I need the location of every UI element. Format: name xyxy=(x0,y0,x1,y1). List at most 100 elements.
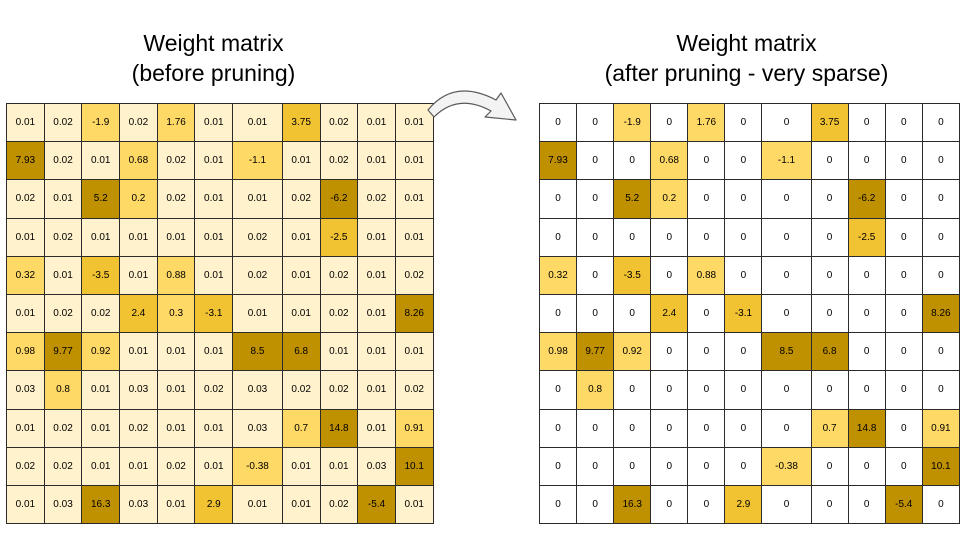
matrix-cell: 0.03 xyxy=(43,484,83,525)
matrix-cell: 0 xyxy=(724,408,763,448)
matrix-cell: 0 xyxy=(576,255,615,295)
matrix-cell: 0 xyxy=(810,217,849,257)
matrix-cell: 0 xyxy=(576,217,615,257)
matrix-cell: 0.01 xyxy=(119,255,158,295)
matrix-cell: 0 xyxy=(650,332,689,372)
matrix-cell: 0.01 xyxy=(81,446,121,486)
matrix-cell: 0 xyxy=(884,408,923,448)
matrix-cell: 0.02 xyxy=(43,141,83,181)
matrix-cell: 0.88 xyxy=(156,255,196,295)
matrix-cell: 0 xyxy=(538,370,578,410)
matrix-cell: 0.01 xyxy=(357,141,396,181)
matrix-cell: 0.02 xyxy=(319,141,359,181)
matrix-cell: 2.4 xyxy=(119,293,158,334)
matrix-cell: -1.9 xyxy=(81,102,121,143)
left-title-line1: Weight matrix xyxy=(143,30,284,56)
matrix-cell: 0 xyxy=(576,102,615,143)
matrix-cell: 0.2 xyxy=(119,179,158,219)
matrix-cell: 0 xyxy=(724,370,763,410)
matrix-cell: 16.3 xyxy=(81,484,121,525)
matrix-cell: 0.01 xyxy=(194,179,234,219)
matrix-row: 0.02 0.02 0.01 0.01 0.02 0.01 -0.38 0.01 0.01 0.0… xyxy=(6,446,434,486)
matrix-cell: 0 xyxy=(687,293,726,334)
matrix-cell: 7.93 xyxy=(538,141,578,181)
matrix-cell: 0 xyxy=(761,217,812,257)
left-title-line2: (before pruning) xyxy=(131,60,296,86)
matrix-cell: 0 xyxy=(810,179,849,219)
matrix-row: 0.32 0.01 -3.5 0.01 0.88 0.01 0.02 0.01 0.02 0.01… xyxy=(6,255,434,295)
matrix-cell: 0 xyxy=(761,293,812,334)
matrix-cell: 0 xyxy=(847,102,886,143)
matrix-cell: 0.01 xyxy=(357,370,396,410)
matrix-cell: 0 xyxy=(576,446,615,486)
matrix-cell: 6.8 xyxy=(281,332,321,372)
curved-arrow-icon xyxy=(427,90,517,121)
matrix-cell: 0 xyxy=(576,179,615,219)
matrix-cell: 0 xyxy=(650,484,689,525)
matrix-cell: 0 xyxy=(884,370,923,410)
matrix-cell: 0.02 xyxy=(319,370,359,410)
matrix-cell: 1.76 xyxy=(687,102,726,143)
matrix-cell: 0 xyxy=(761,255,812,295)
matrix-cell: 0.01 xyxy=(319,446,359,486)
matrix-cell: 0 xyxy=(613,370,652,410)
matrix-cell: 0 xyxy=(613,217,652,257)
matrix-cell: 6.8 xyxy=(810,332,849,372)
matrix-cell: 0.01 xyxy=(81,217,121,257)
matrix-cell: 0.02 xyxy=(394,370,434,410)
matrix-cell: 0.03 xyxy=(119,484,158,525)
matrix-cell: 0.8 xyxy=(43,370,83,410)
matrix-cell: 0 xyxy=(884,141,923,181)
matrix-cell: 0.02 xyxy=(119,408,158,448)
matrix-cell: 0 xyxy=(810,370,849,410)
matrix-cell: 0 xyxy=(847,141,886,181)
matrix-cell: 0 xyxy=(576,484,615,525)
matrix-cell: 0.01 xyxy=(357,217,396,257)
matrix-cell: 0.01 xyxy=(81,408,121,448)
matrix-cell: -1.1 xyxy=(761,141,812,181)
matrix-cell: 0.02 xyxy=(81,293,121,334)
matrix-cell: -3.1 xyxy=(194,293,234,334)
matrix-cell: 0.02 xyxy=(281,179,321,219)
matrix-cell: 0.01 xyxy=(232,293,283,334)
matrix-cell: 0 xyxy=(761,408,812,448)
matrix-cell: 8.5 xyxy=(232,332,283,372)
matrix-cell: 0.02 xyxy=(319,255,359,295)
matrix-cell: 0 xyxy=(884,217,923,257)
matrix-cell: 0 xyxy=(724,141,763,181)
matrix-cell: 14.8 xyxy=(319,408,359,448)
matrix-cell: 0 xyxy=(650,408,689,448)
matrix-cell: -5.4 xyxy=(357,484,396,525)
matrix-cell: 0.02 xyxy=(156,179,196,219)
matrix-cell: 0.02 xyxy=(319,484,359,525)
matrix-cell: 0 xyxy=(650,102,689,143)
matrix-cell: 0.01 xyxy=(232,102,283,143)
matrix-row: 0.01 0.02 0.02 2.4 0.3 -3.1 0.01 0.01 0.02 0.01 8.… xyxy=(6,293,434,334)
matrix-cell: 0 xyxy=(847,446,886,486)
matrix-cell: 0 xyxy=(687,484,726,525)
matrix-cell: 0 xyxy=(687,408,726,448)
matrix-cell: 0.01 xyxy=(357,102,396,143)
matrix-cell: 0.02 xyxy=(6,179,45,219)
matrix-cell: 0.02 xyxy=(6,446,45,486)
matrix-cell: 0 xyxy=(538,484,578,525)
matrix-row: 0.98 9.77 0.92 0.01 0.01 0.01 8.5 6.8 0.01 0.01 0.… xyxy=(6,332,434,372)
matrix-cell: 9.77 xyxy=(576,332,615,372)
matrix-cell: 8.26 xyxy=(921,293,960,334)
matrix-cell: 0 xyxy=(724,102,763,143)
matrix-cell: 0.01 xyxy=(357,255,396,295)
matrix-cell: 0.7 xyxy=(810,408,849,448)
matrix-row: 0.32 0 -3.5 0 0.88 0 0 0 0 0 0 xyxy=(538,255,960,295)
matrix-cell: 0 xyxy=(576,408,615,448)
matrix-cell: 0.02 xyxy=(43,102,83,143)
matrix-cell: 0 xyxy=(613,293,652,334)
matrix-cell: 0 xyxy=(724,217,763,257)
matrix-cell: 0.68 xyxy=(119,141,158,181)
matrix-cell: 0.01 xyxy=(156,370,196,410)
matrix-cell: 0.01 xyxy=(281,141,321,181)
matrix-row: 0 0 16.3 0 0 2.9 0 0 0 -5.4 0 xyxy=(538,484,960,525)
matrix-cell: 0.02 xyxy=(357,179,396,219)
matrix-cell: 0 xyxy=(650,217,689,257)
matrix-cell: 0 xyxy=(576,141,615,181)
matrix-cell: 0.01 xyxy=(119,446,158,486)
